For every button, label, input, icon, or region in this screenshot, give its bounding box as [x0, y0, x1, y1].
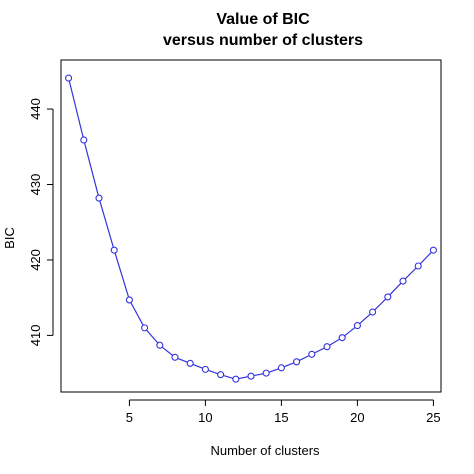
data-point [247, 372, 255, 380]
x-axis: 5 10 15 20 25 [126, 399, 441, 425]
data-point [293, 358, 301, 366]
data-point [80, 136, 88, 144]
x-axis-label: Number of clusters [210, 443, 320, 458]
data-point [141, 324, 149, 332]
y-axis-label: BIC [2, 227, 17, 249]
y-tick-label: 440 [28, 98, 43, 120]
data-point [414, 262, 422, 270]
series-layer [65, 74, 437, 383]
y-tick-label: 410 [28, 325, 43, 347]
data-point [65, 74, 73, 82]
data-point [232, 375, 240, 383]
x-tick-label: 20 [350, 410, 364, 425]
data-point [399, 277, 407, 285]
series-line [68, 77, 434, 380]
data-point [201, 365, 209, 373]
data-point [125, 296, 133, 304]
data-point [217, 371, 225, 379]
data-point [110, 246, 118, 254]
x-tick-label: 5 [126, 410, 133, 425]
data-point [95, 194, 103, 202]
x-tick-label: 15 [274, 410, 288, 425]
data-point [156, 341, 164, 349]
data-point [171, 353, 179, 361]
data-point [353, 322, 361, 330]
data-point [277, 364, 285, 372]
data-point [384, 293, 392, 301]
y-tick-label: 430 [28, 174, 43, 196]
data-point [186, 359, 194, 367]
y-axis: 410 420 430 440 [28, 98, 54, 347]
y-tick-label: 420 [28, 249, 43, 271]
chart-subtitle: versus number of clusters [163, 32, 363, 49]
data-point [308, 350, 316, 358]
x-tick-label: 25 [426, 410, 440, 425]
data-point [338, 334, 346, 342]
data-point [323, 343, 331, 351]
plot-frame [60, 59, 442, 393]
data-point [262, 369, 270, 377]
x-tick-label: 10 [198, 410, 212, 425]
chart-title: Value of BIC [216, 11, 310, 28]
data-point [429, 246, 437, 254]
data-point [369, 308, 377, 316]
